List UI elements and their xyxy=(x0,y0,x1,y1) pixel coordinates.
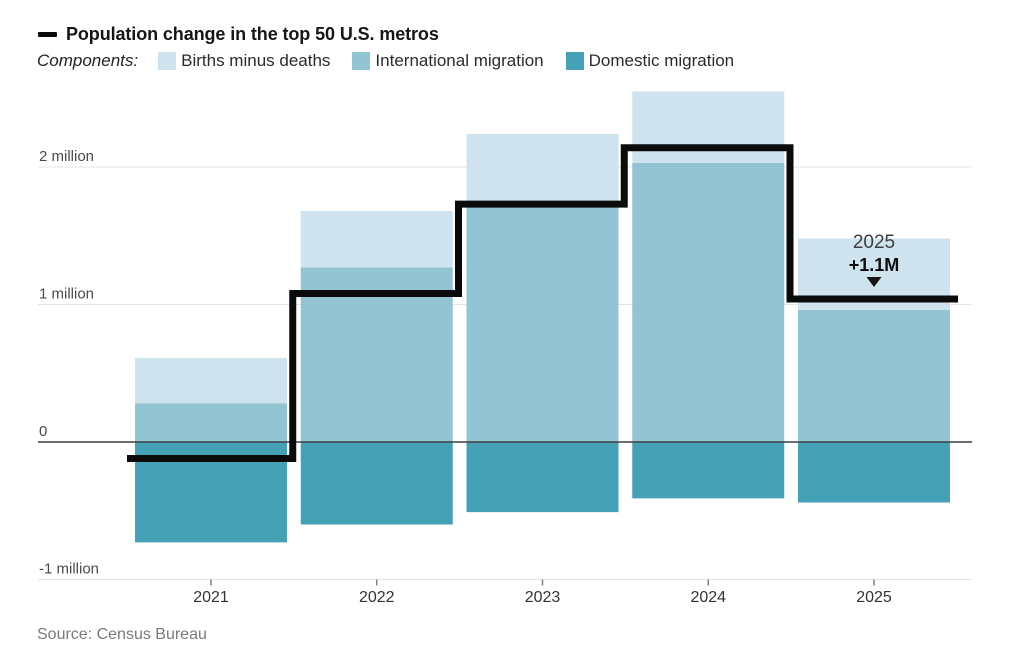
total-change-step-line xyxy=(127,144,958,462)
chart-title: Population change in the top 50 U.S. met… xyxy=(66,24,439,44)
y-axis-label: 0 xyxy=(39,423,47,440)
legend-item-births-minus-deaths: Births minus deaths xyxy=(158,51,330,71)
y-axis-label: -1 million xyxy=(39,561,99,578)
bar-segment-2024-domestic-migration xyxy=(632,442,785,499)
legend-swatch-icon xyxy=(352,52,371,70)
x-axis-label-2025: 2025 xyxy=(856,589,892,606)
bar-segment-2023-domestic-migration xyxy=(466,442,619,513)
annotation-triangle-down-icon xyxy=(866,277,882,287)
annotation-value-label: +1.1M xyxy=(849,255,900,275)
bar-segment-2022-domestic-migration xyxy=(300,442,453,525)
bar-segment-2023-international-migration xyxy=(466,204,619,442)
y-axis-label: 1 million xyxy=(39,286,94,303)
legend-intro-label: Components: xyxy=(37,51,139,70)
legend-label: International migration xyxy=(375,51,544,70)
bar-segment-2021-international-migration xyxy=(135,403,287,442)
x-axis-label-2023: 2023 xyxy=(525,589,561,606)
source-note: Source: Census Bureau xyxy=(37,626,207,643)
chart-title-row: Population change in the top 50 U.S. met… xyxy=(38,24,439,45)
bar-segment-2024-international-migration xyxy=(632,162,785,442)
legend-swatch-icon xyxy=(158,52,177,70)
legend-item-domestic-migration: Domestic migration xyxy=(565,51,735,71)
legend-item-international-migration: International migration xyxy=(352,51,544,71)
y-axis-label: 2 million xyxy=(39,148,94,165)
legend-label: Births minus deaths xyxy=(181,51,331,70)
bar-segment-2025-domestic-migration xyxy=(798,442,950,503)
annotation-year-label: 2025 xyxy=(853,232,895,253)
x-axis-label-2021: 2021 xyxy=(193,589,229,606)
total-line-key-icon xyxy=(38,32,57,37)
bar-segment-2021-births-minus-deaths xyxy=(135,358,287,404)
bar-segment-2024-births-minus-deaths xyxy=(632,91,785,163)
bar-segment-2022-births-minus-deaths xyxy=(300,211,453,268)
bar-segment-2025-international-migration xyxy=(798,310,950,442)
legend: Components: Births minus deaths Internati… xyxy=(37,51,734,71)
x-axis-label-2022: 2022 xyxy=(359,589,395,606)
bar-segment-2023-births-minus-deaths xyxy=(466,134,619,205)
legend-label: Domestic migration xyxy=(588,51,735,70)
x-axis-label-2024: 2024 xyxy=(690,589,726,606)
legend-swatch-icon xyxy=(565,52,584,70)
